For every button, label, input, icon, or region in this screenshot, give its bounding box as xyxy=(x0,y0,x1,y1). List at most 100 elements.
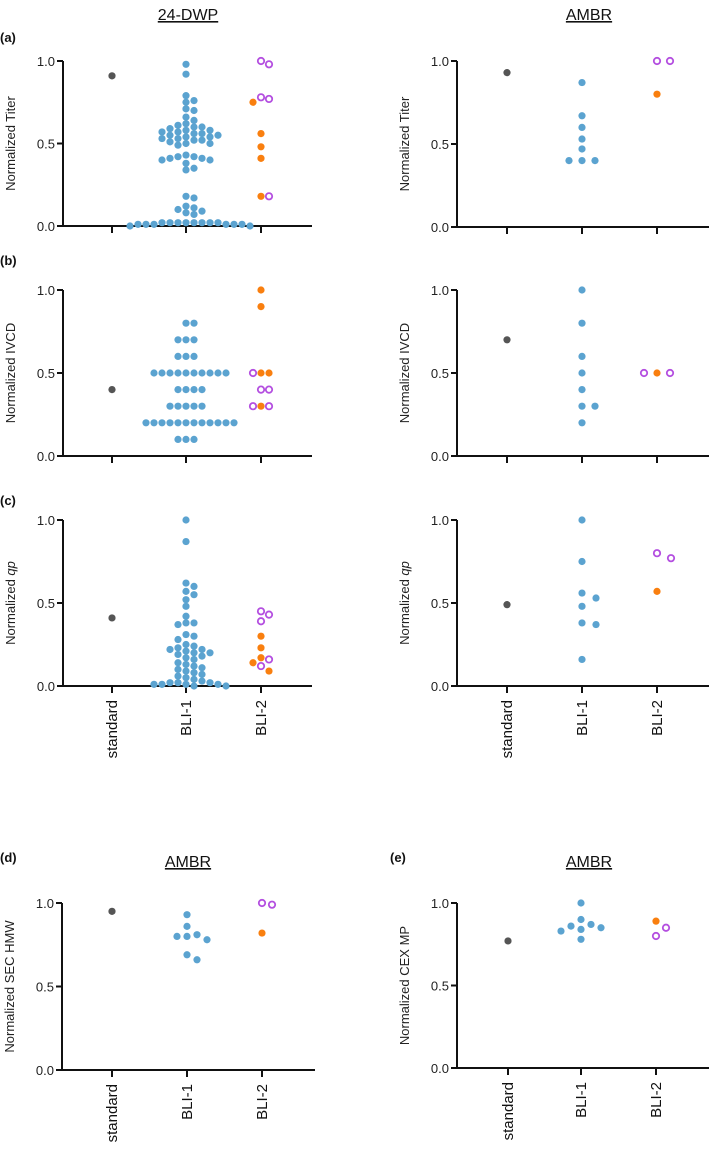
data-point-filled-blue xyxy=(190,204,198,212)
data-point-filled-blue xyxy=(206,419,214,427)
data-point-filled-blue xyxy=(597,924,605,932)
chart-title: AMBR xyxy=(566,854,612,871)
y-tick-label: 1.0 xyxy=(431,54,449,69)
data-point-filled-blue xyxy=(174,435,182,443)
data-point-filled-blue xyxy=(591,402,599,410)
y-axis-label-italic: qp xyxy=(397,561,412,575)
data-point-filled-blue xyxy=(578,352,586,360)
data-point-filled-blue xyxy=(182,640,190,649)
y-axis-label-text: Normalized CEX MP xyxy=(397,926,412,1045)
data-point-filled-blue xyxy=(578,402,586,410)
data-point-filled-orange xyxy=(257,632,265,640)
y-axis-label: Normalized IVCD xyxy=(3,323,18,423)
data-point-filled-orange xyxy=(257,286,265,294)
data-point-filled-blue xyxy=(190,210,198,219)
y-tick-label: 0.0 xyxy=(431,449,449,464)
y-tick-label: 0.0 xyxy=(431,1061,449,1076)
data-point-filled-blue xyxy=(182,612,190,620)
data-point-filled-blue xyxy=(150,369,158,377)
data-point-filled-blue xyxy=(190,649,198,657)
data-point-filled-blue xyxy=(578,386,586,394)
data-point-filled-gray xyxy=(108,614,116,622)
data-point-filled-blue xyxy=(150,419,158,427)
data-point-open-purple xyxy=(264,192,274,201)
data-point-filled-blue xyxy=(578,557,586,566)
data-point-filled-blue xyxy=(214,419,222,427)
y-axis-label: Normalized qp xyxy=(3,561,18,645)
data-point-filled-blue xyxy=(206,139,214,148)
data-point-filled-blue xyxy=(174,665,182,674)
data-point-filled-blue xyxy=(182,92,190,100)
y-tick-label: 0.5 xyxy=(431,596,449,611)
panel-label: (a) xyxy=(0,30,16,45)
data-point-filled-blue xyxy=(182,139,190,148)
data-point-filled-blue xyxy=(198,645,206,654)
data-point-filled-blue xyxy=(190,319,198,327)
data-point-filled-blue xyxy=(214,680,222,688)
data-point-filled-blue xyxy=(578,419,586,427)
data-point-filled-blue xyxy=(142,419,150,427)
data-point-filled-blue xyxy=(174,620,182,629)
data-point-filled-blue xyxy=(190,164,198,172)
data-point-filled-blue xyxy=(166,131,174,139)
data-point-filled-blue xyxy=(230,419,238,427)
data-point-filled-blue xyxy=(174,644,182,652)
data-point-filled-blue xyxy=(246,222,254,230)
y-axis-label-text: Normalized xyxy=(397,576,412,645)
data-point-filled-blue xyxy=(190,386,198,394)
data-point-filled-blue xyxy=(190,419,198,427)
data-point-filled-blue xyxy=(206,679,214,687)
data-point-filled-blue xyxy=(183,951,191,959)
data-point-filled-blue xyxy=(206,649,214,657)
data-point-filled-blue xyxy=(182,133,190,141)
data-point-filled-blue xyxy=(182,192,190,200)
data-point-filled-blue xyxy=(158,219,166,227)
data-point-filled-orange xyxy=(249,659,257,667)
y-tick-label: 0.5 xyxy=(36,980,54,995)
data-point-filled-blue xyxy=(174,121,182,129)
data-point-filled-blue xyxy=(174,679,182,687)
data-point-filled-blue xyxy=(193,956,201,964)
y-tick-label: 0.5 xyxy=(431,979,449,994)
data-point-open-purple xyxy=(256,661,266,671)
data-point-filled-blue xyxy=(174,336,182,344)
data-point-open-purple xyxy=(264,655,274,664)
data-point-filled-blue xyxy=(222,220,230,228)
x-category-label: BLI-2 xyxy=(254,1084,271,1120)
data-point-filled-gray xyxy=(108,386,116,394)
data-point-filled-blue xyxy=(182,70,190,78)
data-point-filled-blue xyxy=(182,654,190,662)
data-point-open-purple xyxy=(666,554,676,563)
data-point-filled-blue xyxy=(206,133,214,141)
data-point-filled-orange xyxy=(257,154,265,162)
data-point-filled-blue xyxy=(190,116,198,124)
y-tick-label: 1.0 xyxy=(37,283,55,298)
data-point-filled-gray xyxy=(503,336,511,344)
data-point-filled-blue xyxy=(182,159,190,167)
y-tick-label: 0.0 xyxy=(37,449,55,464)
data-point-filled-blue xyxy=(190,336,198,344)
data-point-filled-blue xyxy=(190,352,198,360)
data-point-filled-blue xyxy=(182,113,190,121)
data-point-filled-blue xyxy=(190,402,198,410)
data-point-filled-blue xyxy=(182,209,190,217)
data-point-filled-orange xyxy=(258,929,266,937)
data-point-filled-orange xyxy=(257,303,265,311)
data-point-filled-orange xyxy=(653,369,661,377)
chart-panel: AMBR (e) 0.0 0.5 1.0 Normalized CEX MP standar… xyxy=(390,850,709,1140)
data-point-filled-blue xyxy=(166,154,174,162)
data-point-open-purple xyxy=(256,93,266,102)
x-category-label: standard xyxy=(104,700,121,758)
y-tick-label: 1.0 xyxy=(431,513,449,528)
data-point-filled-blue xyxy=(150,220,158,228)
y-tick-label: 0.5 xyxy=(431,366,449,381)
data-point-filled-gray xyxy=(503,601,511,609)
data-point-filled-orange xyxy=(653,90,661,98)
data-point-filled-blue xyxy=(190,662,198,670)
data-point-filled-blue xyxy=(190,642,198,650)
data-point-filled-blue xyxy=(190,632,198,640)
y-axis-label-italic: qp xyxy=(3,561,18,575)
data-point-filled-blue xyxy=(578,112,586,120)
data-point-filled-blue xyxy=(174,635,182,644)
data-point-filled-blue xyxy=(198,207,206,215)
